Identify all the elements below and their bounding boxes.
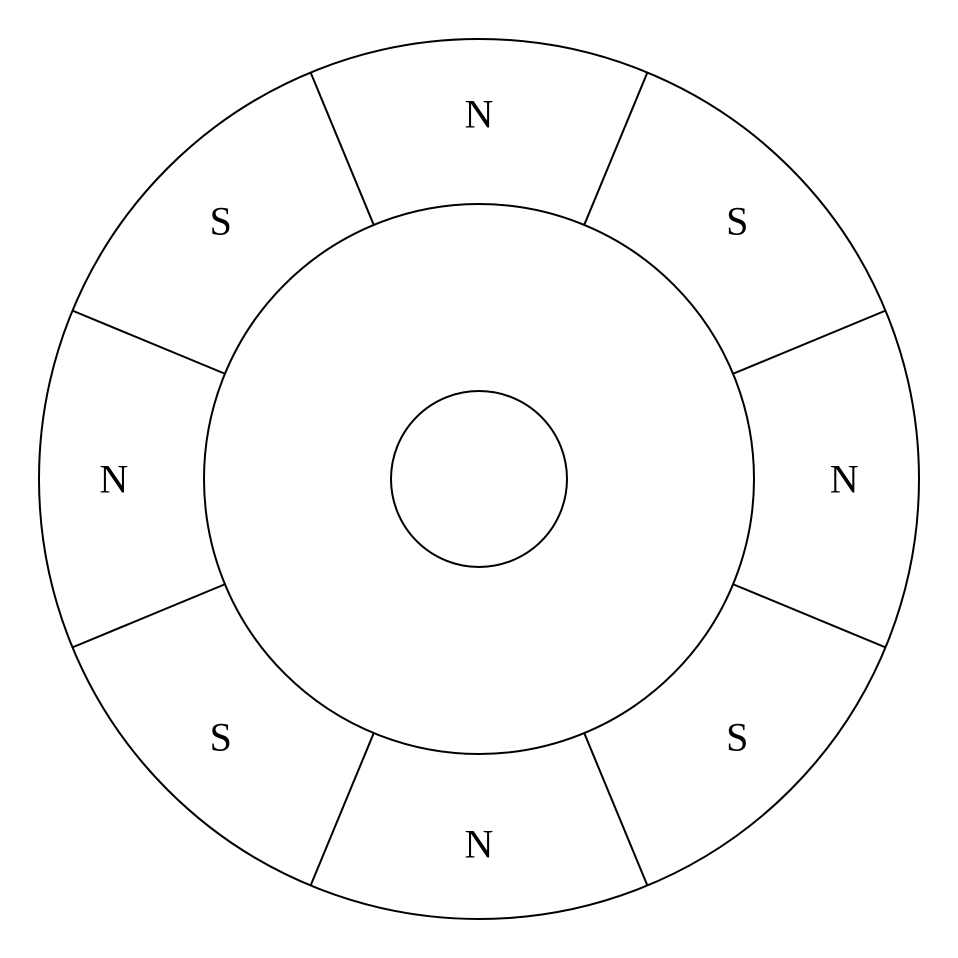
radial-diagram: N S N S N S N S xyxy=(0,0,958,958)
outer-circle xyxy=(39,39,919,919)
segment-divider xyxy=(72,311,224,374)
segment-label: S xyxy=(210,715,232,760)
segment-divider xyxy=(311,72,374,224)
segment-label: N xyxy=(465,822,494,867)
segment-label: N xyxy=(830,457,859,502)
segment-label: N xyxy=(465,91,494,136)
segment-label: N xyxy=(99,457,128,502)
middle-circle xyxy=(204,204,754,754)
segment-divider xyxy=(584,72,647,224)
segment-divider xyxy=(311,733,374,885)
segment-divider xyxy=(733,584,885,647)
segment-divider xyxy=(584,733,647,885)
segment-label: S xyxy=(726,198,748,243)
segment-divider xyxy=(72,584,224,647)
segment-divider xyxy=(733,311,885,374)
inner-circle xyxy=(391,391,567,567)
segment-label: S xyxy=(726,715,748,760)
segment-label: S xyxy=(210,198,232,243)
